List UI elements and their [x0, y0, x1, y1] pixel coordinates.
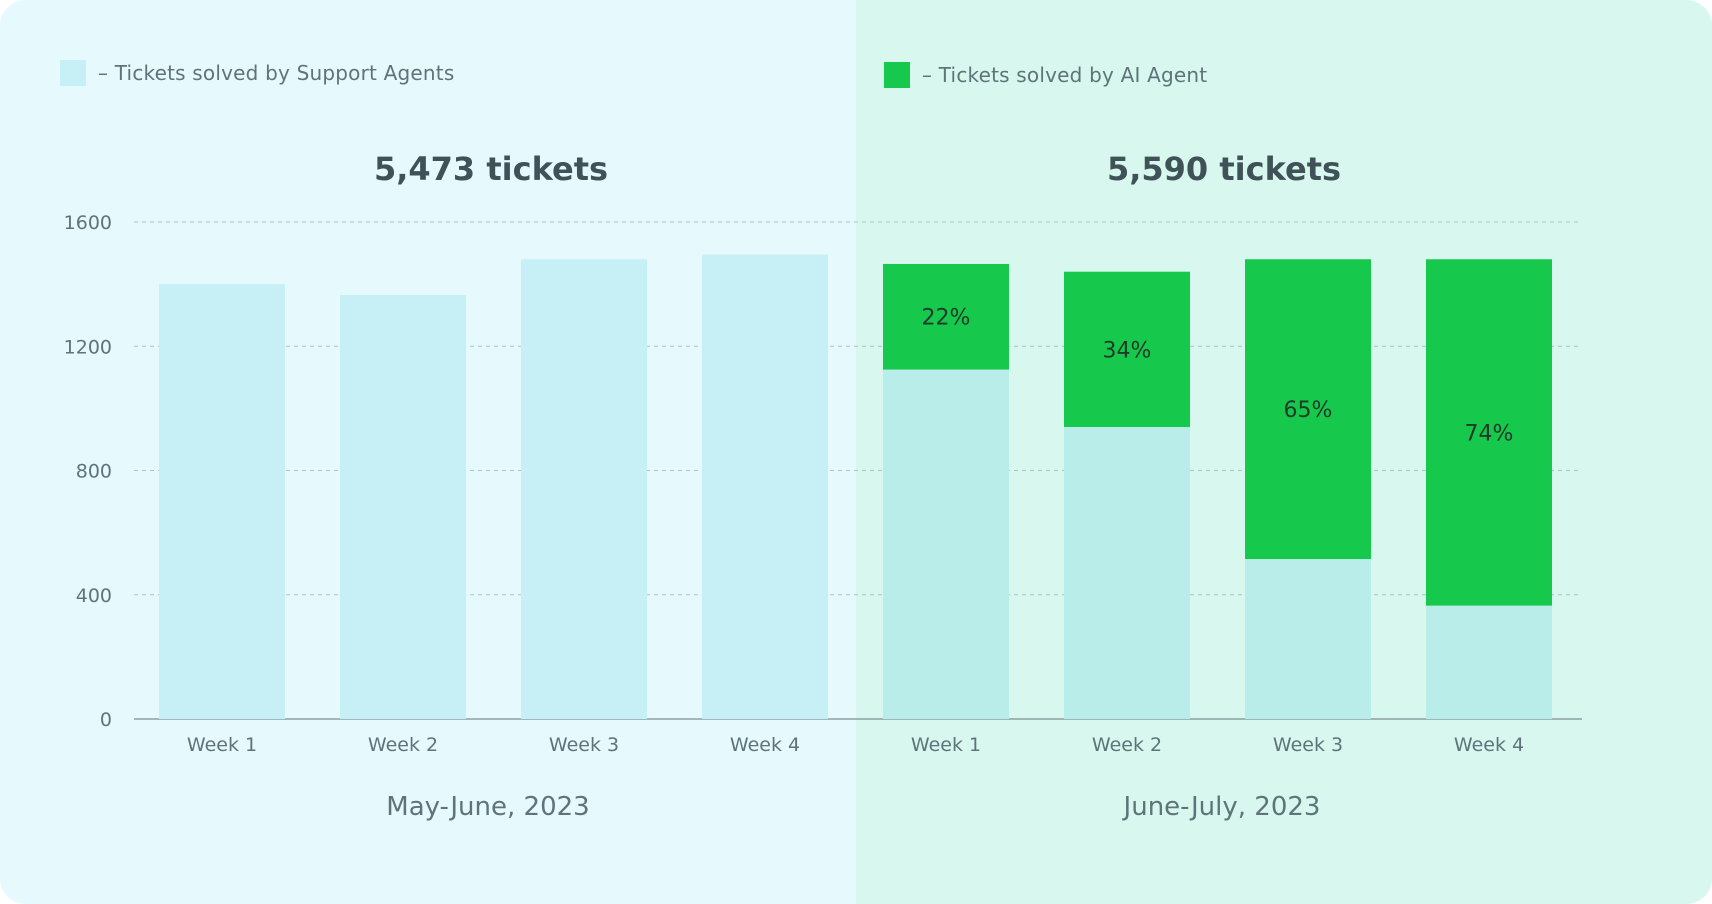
- y-tick-label-800: 800: [76, 461, 112, 483]
- y-tick-label-1200: 1200: [64, 336, 112, 358]
- legend-item-ai-agent: – Tickets solved by AI Agent: [884, 62, 1207, 88]
- legend-swatch-ai-agent: [884, 62, 910, 88]
- legend-label-support-agents: – Tickets solved by Support Agents: [98, 61, 455, 85]
- bar-support-agents-5: [883, 369, 1009, 719]
- x-tick-label-2: Week 2: [368, 734, 438, 756]
- data-label-ai-percent-8: 74%: [1465, 421, 1514, 446]
- y-tick-label-1600: 1600: [64, 212, 112, 234]
- bar-ai-agent-7: [1245, 259, 1371, 560]
- y-tick-label-400: 400: [76, 585, 112, 607]
- bar-support-agents-7: [1245, 559, 1371, 719]
- bar-support-agents-4: [702, 254, 828, 719]
- total-tickets-may-june: 5,473 tickets: [373, 150, 609, 188]
- data-label-ai-percent-5: 22%: [922, 306, 971, 331]
- bar-ai-agent-6: [1064, 271, 1190, 428]
- y-tick-label-0: 0: [100, 709, 112, 731]
- total-tickets-june-july: 5,590 tickets: [1106, 150, 1342, 188]
- legend-swatch-support-agents: [60, 60, 86, 86]
- period-label-june-july: June-July, 2023: [1123, 792, 1321, 822]
- data-label-ai-percent-6: 34%: [1103, 338, 1152, 363]
- bar-support-agents-1: [159, 284, 285, 719]
- bar-ai-agent-8: [1426, 259, 1552, 606]
- x-tick-label-5: Week 1: [911, 734, 981, 756]
- bar-support-agents-2: [340, 294, 466, 719]
- data-label-ai-percent-7: 65%: [1284, 398, 1333, 423]
- x-tick-label-8: Week 4: [1454, 734, 1524, 756]
- x-tick-label-7: Week 3: [1273, 734, 1343, 756]
- x-tick-label-1: Week 1: [187, 734, 257, 756]
- period-label-may-june: May-June, 2023: [386, 792, 590, 822]
- bar-ai-agent-5: [883, 263, 1009, 370]
- x-tick-label-3: Week 3: [549, 734, 619, 756]
- bar-support-agents-6: [1064, 427, 1190, 719]
- x-tick-label-4: Week 4: [730, 734, 800, 756]
- legend-item-support-agents: – Tickets solved by Support Agents: [60, 60, 454, 86]
- legend-label-ai-agent: – Tickets solved by AI Agent: [922, 63, 1208, 87]
- bar-support-agents-8: [1426, 605, 1552, 719]
- x-tick-label-6: Week 2: [1092, 734, 1162, 756]
- bar-support-agents-3: [521, 259, 647, 719]
